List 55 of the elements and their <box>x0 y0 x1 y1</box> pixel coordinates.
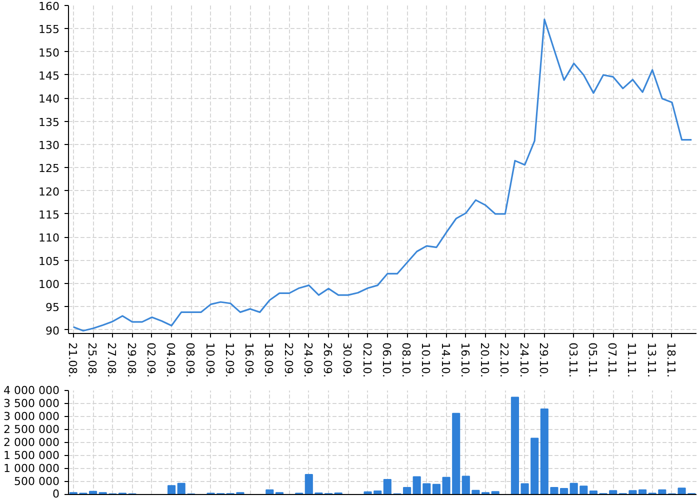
x-tick-label: 21.08. <box>66 342 79 378</box>
y-tick-label: 140 <box>38 92 60 106</box>
x-tick-label: 12.09. <box>222 342 236 378</box>
x-tick-label: 16.09. <box>242 342 256 378</box>
y-tick-label: 145 <box>38 69 60 82</box>
x-tick-label: 18.11. <box>664 342 678 378</box>
x-tick-label: 10.10. <box>419 342 432 378</box>
y-tick-label: 130 <box>38 138 60 152</box>
x-tick-label: 24.10. <box>517 342 530 378</box>
x-tick-label: 06.10. <box>380 342 393 378</box>
y-tick-label: 110 <box>38 232 60 245</box>
y-tick-label: 90 <box>46 324 60 338</box>
y-tick-label: 120 <box>38 185 60 198</box>
y-tick-label: 100 <box>38 278 60 291</box>
x-tick-label: 08.10. <box>400 342 413 378</box>
x-tick-label: 22.10. <box>498 342 511 378</box>
x-tick-label: 04.09. <box>164 342 178 378</box>
x-tick-label: 20.10. <box>478 342 492 378</box>
x-tick-label: 08.09. <box>184 342 197 378</box>
x-tick-label: 11.11. <box>625 342 638 378</box>
y-tick-label: 125 <box>38 162 60 176</box>
x-tick-label: 18.09. <box>262 342 276 378</box>
y-tick-label: 150 <box>38 46 60 60</box>
y-tick-label: 105 <box>38 254 60 268</box>
y-tick-label: 3 000 000 <box>4 410 60 423</box>
x-tick-label: 07.11. <box>606 342 619 378</box>
y-tick-label: 2 000 000 <box>4 436 60 449</box>
y-tick-label: 0 <box>52 488 60 500</box>
x-tick-label: 26.09. <box>321 342 334 378</box>
y-tick-label: 155 <box>38 23 60 36</box>
x-tick-label: 29.10. <box>536 342 550 378</box>
x-tick-label: 10.09. <box>203 342 216 378</box>
x-tick-label: 16.10. <box>458 342 472 378</box>
x-tick-label: 24.09. <box>301 342 314 378</box>
y-tick-label: 500 000 <box>14 475 60 488</box>
y-tick-label: 160 <box>38 0 60 13</box>
y-tick-label: 4 000 000 <box>4 384 60 397</box>
x-tick-label: 22.09. <box>282 342 295 378</box>
x-tick-label: 29.08. <box>124 342 138 378</box>
x-tick-label: 13.11. <box>644 342 658 378</box>
x-tick-label: 14.10. <box>438 342 452 378</box>
x-tick-label: 30.09. <box>340 342 354 378</box>
y-tick-label: 135 <box>38 116 60 129</box>
x-tick-label: 02.10. <box>360 342 374 378</box>
y-tick-label: 1 500 000 <box>4 449 60 462</box>
y-tick-label: 2 500 000 <box>4 423 60 436</box>
x-tick-label: 02.09. <box>144 342 158 378</box>
y-tick-label: 95 <box>46 301 60 314</box>
x-tick-label: 27.08. <box>105 342 118 378</box>
x-tick-label: 03.11. <box>566 342 580 378</box>
x-tick-label: 05.11. <box>586 342 599 378</box>
y-tick-label: 3 500 000 <box>4 397 60 410</box>
y-tick-label: 115 <box>38 208 60 222</box>
y-tick-label: 1 000 000 <box>4 462 60 475</box>
x-tick-label: 25.08. <box>86 342 99 378</box>
